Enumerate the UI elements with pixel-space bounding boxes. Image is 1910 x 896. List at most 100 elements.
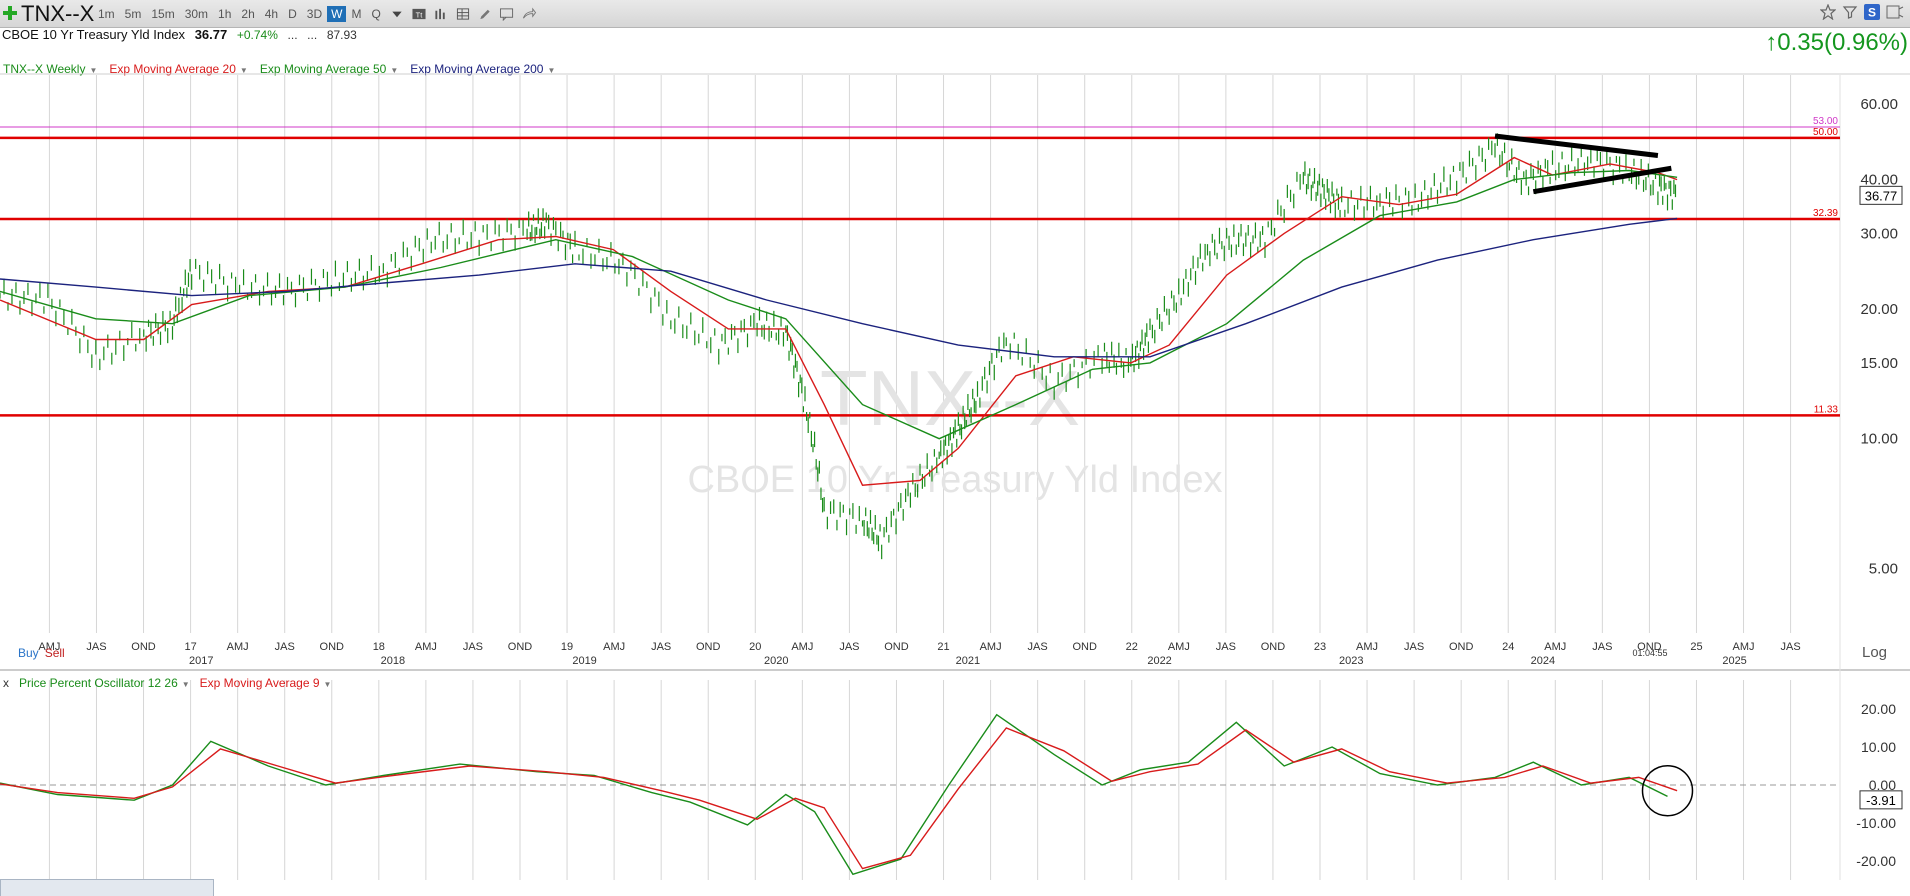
chevron-down-icon[interactable]: ▼	[323, 680, 332, 689]
series-line	[0, 156, 1678, 486]
x-year-label: 2022	[1147, 655, 1171, 667]
y-tick-label: 60.00	[1860, 96, 1898, 113]
legend-item[interactable]: Exp Moving Average 50 ▼	[260, 62, 398, 76]
x-tick-label: OND	[1261, 641, 1286, 653]
x-tick-label: 22	[1126, 641, 1138, 653]
grid-icon[interactable]	[455, 7, 471, 21]
x-tick-label: AMJ	[1733, 641, 1755, 653]
x-year-label: 2021	[956, 655, 980, 667]
x-tick-label: AMJ	[227, 641, 249, 653]
dropdown-caret-icon[interactable]	[389, 7, 405, 21]
tt-icon[interactable]: Tt	[411, 7, 427, 21]
chevron-down-icon[interactable]: ▼	[390, 66, 399, 75]
x-tick-label: JAS	[839, 641, 859, 653]
timeframe-5m[interactable]: 5m	[124, 7, 142, 21]
svg-text:S: S	[1868, 6, 1876, 20]
osc-y-tick: 10.00	[1861, 739, 1896, 755]
timeframe-W[interactable]: W	[327, 6, 347, 22]
osc-y-tick: 0.00	[1869, 777, 1896, 793]
extra-value: 87.93	[326, 28, 357, 42]
x-tick-label: 17	[184, 641, 196, 653]
x-year-label: 2017	[189, 655, 213, 667]
chevron-down-icon[interactable]: ▼	[239, 66, 248, 75]
x-tick-label: OND	[696, 641, 721, 653]
legend-item[interactable]: Exp Moving Average 9 ▼	[200, 676, 332, 690]
log-scale-toggle[interactable]: Log	[1862, 644, 1888, 661]
x-year-label: 2024	[1531, 655, 1555, 667]
x-tick-label: AMJ	[1544, 641, 1566, 653]
y-tick-label: 5.00	[1869, 560, 1898, 577]
x-tick-label: JAS	[651, 641, 671, 653]
highlight-circle	[1641, 764, 1694, 817]
legend-item[interactable]: Exp Moving Average 200 ▼	[410, 62, 555, 76]
x-tick-label: JAS	[1780, 641, 1800, 653]
buy-button[interactable]: Buy	[18, 646, 39, 660]
chevron-down-icon[interactable]: ▼	[89, 66, 98, 75]
x-year-label: 2025	[1722, 655, 1746, 667]
x-tick-label: OND	[884, 641, 909, 653]
level-label: 53.00	[1813, 116, 1838, 127]
level-label: 32.39	[1813, 208, 1838, 219]
osc-y-tick: -20.00	[1856, 853, 1896, 869]
main-legend: TNX--X Weekly ▼ Exp Moving Average 20 ▼ Exp …	[3, 62, 555, 76]
level-label: 50.00	[1813, 127, 1838, 138]
filter-icon[interactable]	[1842, 4, 1858, 25]
x-year-label: 2019	[572, 655, 596, 667]
up-arrow-icon: ↑	[1765, 29, 1778, 56]
x-year-label: 2023	[1339, 655, 1363, 667]
sell-button[interactable]: Sell	[44, 646, 65, 660]
legend-item[interactable]: TNX--X Weekly ▼	[3, 62, 97, 76]
scan-icon[interactable]	[1886, 4, 1904, 25]
x-year-label: 2020	[764, 655, 788, 667]
star-icon[interactable]	[1819, 3, 1837, 25]
top-toolbar: TNX--X 1m 5m 15m 30m 1h 2h 4h D 3D W M Q Tt S	[0, 0, 1910, 28]
series-line	[0, 169, 1678, 440]
bar-chart-icon[interactable]	[433, 7, 449, 21]
comment-icon[interactable]	[499, 7, 515, 21]
x-tick-label: JAS	[1028, 641, 1048, 653]
price-bars	[0, 133, 1677, 560]
oscillator-legend: x Price Percent Oscillator 12 26 ▼ Exp Movi…	[3, 676, 331, 690]
x-tick-label: JAS	[275, 641, 295, 653]
timeframe-3D[interactable]: 3D	[306, 7, 323, 21]
timeframe-4h[interactable]: 4h	[264, 7, 279, 21]
pencil-icon[interactable]	[477, 7, 493, 21]
x-tick-label: 23	[1314, 641, 1326, 653]
x-tick-label: 21	[937, 641, 949, 653]
timeframe-Q[interactable]: Q	[371, 7, 381, 21]
legend-item[interactable]: x	[3, 676, 9, 690]
clock-label: 01:04:55	[1632, 648, 1667, 658]
s-badge-icon[interactable]: S	[1864, 4, 1880, 25]
y-tick-label: 30.00	[1860, 225, 1898, 242]
legend-item[interactable]: Exp Moving Average 20 ▼	[109, 62, 247, 76]
x-tick-label: OND	[1449, 641, 1474, 653]
timeframe-2h[interactable]: 2h	[241, 7, 255, 21]
timeframe-1h[interactable]: 1h	[218, 7, 232, 21]
timeframe-D[interactable]: D	[288, 7, 297, 21]
timeframe-30m[interactable]: 30m	[184, 7, 209, 21]
add-symbol-icon[interactable]	[2, 5, 18, 21]
x-tick-label: OND	[131, 641, 156, 653]
chevron-down-icon[interactable]: ▼	[181, 680, 190, 689]
floating-window-tab[interactable]	[0, 879, 214, 896]
x-tick-label: 25	[1690, 641, 1702, 653]
share-arrow-icon[interactable]	[521, 7, 537, 21]
timeframe-1m[interactable]: 1m	[98, 7, 115, 21]
last-price: 36.77	[194, 27, 228, 42]
price-tag-box	[1859, 185, 1903, 205]
x-tick-label: 24	[1502, 641, 1514, 653]
legend-label: x	[3, 676, 9, 690]
legend-label: Exp Moving Average 9	[199, 676, 320, 690]
x-tick-label: 20	[749, 641, 761, 653]
chevron-down-icon[interactable]: ▼	[547, 66, 556, 75]
x-year-label: 2018	[381, 655, 405, 667]
legend-item[interactable]: Price Percent Oscillator 12 26 ▼	[19, 676, 190, 690]
osc-y-tick: -10.00	[1856, 815, 1896, 831]
x-tick-label: JAS	[1216, 641, 1236, 653]
x-tick-label: AMJ	[1356, 641, 1378, 653]
timeframe-15m[interactable]: 15m	[151, 7, 175, 21]
legend-label: Exp Moving Average 200	[410, 62, 544, 76]
symbol-title[interactable]: TNX--X	[21, 1, 95, 26]
timeframe-M[interactable]: M	[351, 7, 362, 21]
